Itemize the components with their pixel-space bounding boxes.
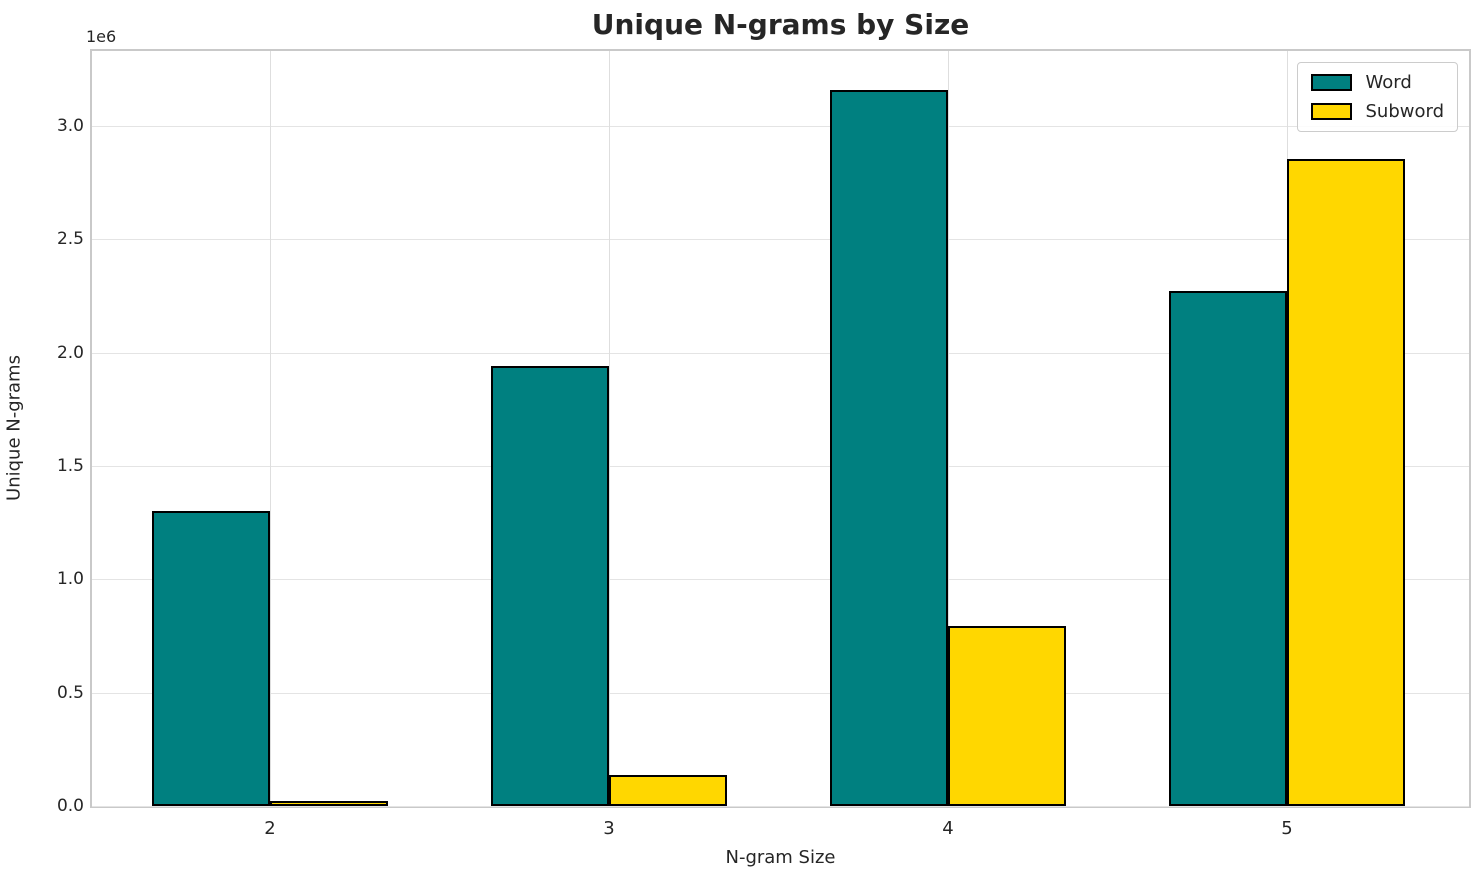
y-axis-offset-label: 1e6: [86, 27, 117, 46]
v-gridline-3: [609, 51, 610, 806]
h-gridline-2.5: [92, 239, 1469, 241]
legend: Word Subword: [1297, 62, 1458, 132]
legend-item-subword: Subword: [1311, 101, 1444, 122]
bar-word-4: [830, 89, 948, 806]
v-gridline-4: [948, 51, 949, 806]
y-tick-2.0: 2.0: [56, 342, 84, 363]
bar-subword-2: [270, 801, 388, 806]
y-tick-0.0: 0.0: [56, 796, 84, 816]
bar-subword-4: [948, 625, 1066, 806]
x-axis-label: N-gram Size: [725, 847, 836, 868]
v-gridline-2: [270, 51, 271, 806]
legend-swatch-subword: [1311, 103, 1353, 120]
x-tick-3: 3: [603, 818, 615, 839]
plot-area: Word Subword: [90, 49, 1471, 808]
bar-word-2: [152, 511, 270, 806]
y-tick-1.5: 1.5: [56, 455, 84, 476]
h-gridline-1.5: [92, 465, 1469, 467]
chart-title: Unique N-grams by Size: [591, 8, 970, 41]
legend-label-subword: Subword: [1365, 101, 1444, 122]
bar-subword-3: [609, 775, 727, 806]
y-tick-3.0: 3.0: [56, 115, 84, 136]
legend-swatch-word: [1311, 74, 1353, 91]
bar-word-5: [1169, 291, 1287, 806]
h-gridline-1.0: [92, 579, 1469, 581]
y-tick-0.5: 0.5: [56, 682, 84, 703]
h-gridline-0.5: [92, 692, 1469, 694]
y-axis-label: Unique N-grams: [3, 355, 25, 501]
h-gridline-2.0: [92, 352, 1469, 354]
bar-subword-5: [1287, 158, 1405, 806]
x-tick-5: 5: [1281, 818, 1293, 839]
y-tick-1.0: 1.0: [56, 569, 84, 590]
y-tick-2.5: 2.5: [56, 229, 84, 250]
h-gridline-3.0: [92, 125, 1469, 127]
bar-word-3: [491, 366, 609, 806]
x-tick-4: 4: [942, 818, 954, 839]
h-gridline-0.0: [92, 806, 1469, 807]
x-tick-2: 2: [264, 818, 276, 839]
legend-label-word: Word: [1365, 72, 1412, 93]
legend-item-word: Word: [1311, 72, 1444, 93]
